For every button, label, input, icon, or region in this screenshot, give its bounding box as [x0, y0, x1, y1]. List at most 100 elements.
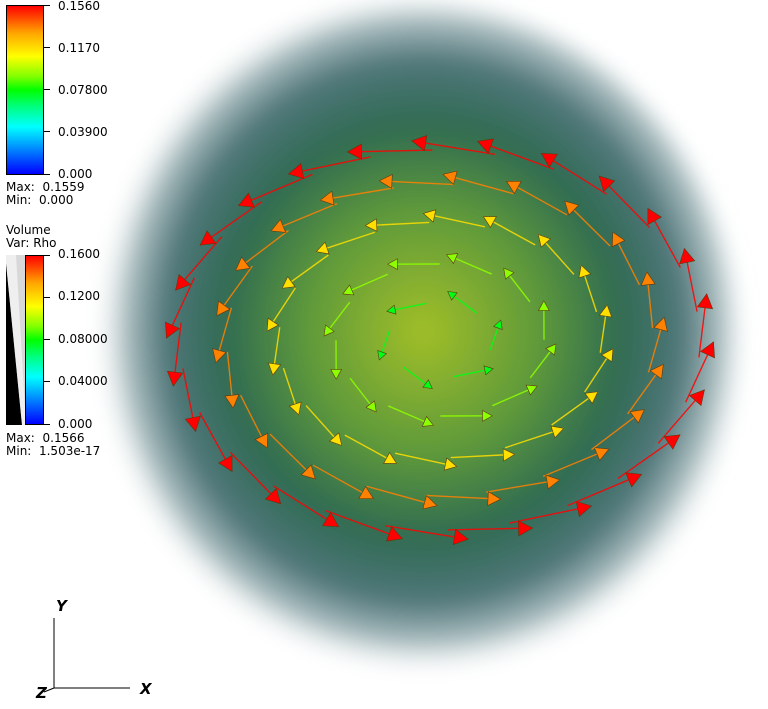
vector-glyph-head-51: [506, 180, 522, 195]
vector-glyph-head-53: [611, 231, 626, 248]
vector-glyph-head-36: [593, 447, 610, 462]
vector-glyph-head-65: [184, 415, 201, 433]
vector-glyph-head-52: [564, 200, 580, 216]
axis-x-label: X: [140, 680, 152, 698]
vector-glyph-head-48: [319, 190, 335, 206]
vector-glyph-head-32: [537, 234, 552, 248]
vector-glyph-head-66: [166, 370, 184, 387]
vector-glyph-head-73: [411, 135, 428, 152]
vector-glyph-head-22: [383, 451, 398, 464]
vector-glyph-head-68: [175, 273, 192, 291]
pseudocolor-tick-4: 0.03900: [58, 125, 108, 139]
vector-glyph-head-10: [365, 400, 377, 413]
vector-glyph-head-59: [518, 520, 534, 537]
vector-glyph-head-60: [452, 528, 469, 545]
vector-glyph-head-41: [300, 464, 316, 480]
vector-glyph-head-15: [445, 253, 459, 265]
vector-glyph-head-64: [218, 454, 233, 472]
vector-glyph-head-42: [254, 432, 269, 449]
volume-max: Max: 0.1566: [6, 431, 85, 445]
vector-glyph-head-19: [550, 425, 565, 439]
vector-glyph-head-31: [482, 216, 497, 229]
volume-legend-var: Var: Rho: [6, 236, 57, 250]
vector-glyph-head-75: [540, 152, 558, 168]
vector-glyph-head-13: [342, 284, 355, 296]
vector-glyph-head-67: [165, 321, 180, 339]
vector-glyph-head-77: [647, 208, 662, 226]
vector-glyph-head-40: [358, 485, 374, 500]
vector-glyph-head-83: [625, 472, 643, 488]
vector-glyph-head-8: [482, 410, 493, 422]
volume-min: Min: 1.503e-17: [6, 444, 101, 458]
vector-glyph-head-9: [421, 415, 435, 427]
vector-glyph-head-46: [235, 256, 251, 271]
pseudocolor-max: Max: 0.1559: [6, 180, 85, 194]
vector-glyph-head-3: [377, 350, 387, 361]
vector-glyph-head-71: [287, 163, 305, 180]
vector-glyph-head-33: [578, 264, 592, 279]
vector-glyph-head-80: [700, 341, 715, 359]
vector-glyph-head-29: [364, 218, 378, 232]
vector-glyph-head-61: [386, 526, 403, 542]
vector-glyph-head-37: [545, 474, 561, 490]
vector-glyph-head-78: [679, 247, 696, 265]
vector-glyph-head-50: [442, 170, 458, 186]
vector-glyph-head-16: [503, 267, 515, 280]
vector-glyph-head-81: [688, 389, 705, 407]
volume-tick-3: 0.08000: [58, 332, 108, 346]
vector-glyph-head-18: [584, 391, 599, 404]
vector-glyph-head-79: [696, 293, 714, 310]
vector-glyph-head-72: [346, 143, 362, 160]
pseudocolor-tick-max: 0.1560: [58, 0, 100, 13]
pseudocolor-min: Min: 0.000: [6, 193, 74, 207]
volume-tick-max: 0.1600: [58, 247, 100, 261]
volume-tick-2: 0.1200: [58, 289, 100, 303]
volume-tick-4: 0.04000: [58, 374, 108, 388]
vector-glyph-head-12: [323, 324, 335, 337]
pseudocolor-tick-min: 0.000: [58, 167, 93, 181]
vector-glyph-head-17: [537, 300, 550, 311]
vector-glyph-head-2: [422, 379, 433, 389]
axis-y-label: Y: [56, 597, 67, 615]
axis-triad: [43, 618, 130, 693]
vector-glyph-head-6: [545, 343, 557, 356]
volume-legend-title: Volume: [6, 223, 51, 237]
vector-glyph-head-43: [224, 394, 240, 409]
vector-glyph-head-76: [598, 175, 616, 193]
volume-tick-min: 0.000: [58, 417, 93, 431]
vector-glyph-head-34: [598, 304, 613, 318]
vector-glyph-head-1: [483, 365, 494, 376]
vector-glyph-head-27: [281, 276, 296, 289]
pseudocolor-tick-2: 0.1170: [58, 41, 100, 55]
vector-glyph-head-70: [237, 192, 255, 208]
vector-glyph-head-63: [264, 487, 282, 505]
vector-glyph-head-38: [487, 491, 502, 507]
vector-glyph-head-57: [629, 409, 645, 424]
vector-glyph-head-69: [199, 230, 217, 246]
vector-glyph-head-49: [378, 173, 393, 189]
vector-glyphs: [165, 135, 715, 545]
vector-glyph-head-56: [649, 363, 664, 380]
vector-glyph-head-55: [653, 316, 668, 332]
vector-glyph-head-20: [502, 448, 516, 462]
vector-glyph-head-23: [328, 432, 343, 446]
vector-glyph-head-26: [266, 317, 280, 332]
vector-glyph-head-39: [422, 494, 438, 510]
vector-glyph-head-62: [322, 512, 340, 528]
volume-rendering: [80, 0, 740, 690]
vector-glyph-head-82: [663, 434, 681, 450]
vector-glyph-head-0: [493, 319, 503, 330]
vector-glyph-head-4: [386, 304, 397, 315]
vector-glyph-head-5: [447, 291, 458, 301]
vector-glyph-head-47: [270, 218, 287, 233]
vector-glyph-head-54: [640, 271, 656, 286]
volume-colorbar: [25, 255, 44, 425]
vector-glyph-head-45: [216, 300, 231, 317]
vector-glyph-head-25: [267, 362, 282, 376]
pseudocolor-colorbar: [6, 5, 44, 175]
vector-glyph-head-14: [387, 258, 398, 270]
vector-glyph-head-7: [525, 384, 538, 396]
vector-glyph-head-28: [315, 241, 330, 255]
vector-glyph-head-11: [330, 369, 343, 380]
